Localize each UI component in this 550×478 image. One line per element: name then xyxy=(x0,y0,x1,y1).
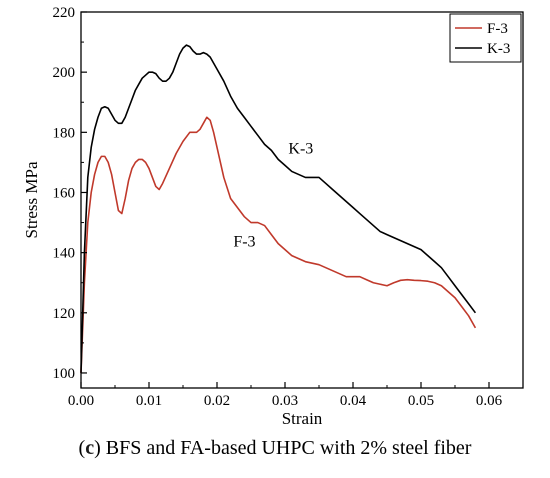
annotation-layer: K-3 F-3 xyxy=(233,140,313,250)
series-layer xyxy=(80,44,477,373)
y-tick-label: 140 xyxy=(53,246,76,262)
y-tick-label: 220 xyxy=(53,5,76,21)
x-tick-label: 0.01 xyxy=(136,393,162,409)
caption-letter: c xyxy=(85,437,95,459)
figure-caption: (c) BFS and FA-based UHPC with 2% steel … xyxy=(78,437,472,459)
series-line-k-3 xyxy=(80,44,477,373)
plot-area xyxy=(80,11,524,389)
legend-label-k-3: K-3 xyxy=(487,41,510,57)
legend-label-f-3: F-3 xyxy=(487,21,508,37)
x-tick-label: 0.06 xyxy=(476,393,503,409)
y-tick-label: 160 xyxy=(53,185,76,201)
axis-layer: 0.00 0.01 0.02 0.03 0.04 0.05 0.06 100 120 140 160… xyxy=(53,5,503,409)
x-tick-label: 0.00 xyxy=(68,393,94,409)
annotation-f-3: F-3 xyxy=(233,234,255,251)
x-tick-label: 0.05 xyxy=(408,393,434,409)
y-tick-label: 100 xyxy=(53,366,76,382)
series-line-f-3 xyxy=(80,116,477,373)
y-tick-label: 200 xyxy=(53,65,76,81)
legend: F-3K-3 xyxy=(449,13,522,63)
x-tick-label: 0.03 xyxy=(272,393,298,409)
legend-box xyxy=(449,13,522,63)
caption-text: BFS and FA-based UHPC with 2% steel fibe… xyxy=(105,437,472,459)
y-axis-title: Stress MPa xyxy=(22,161,41,238)
y-tick-label: 180 xyxy=(53,125,76,141)
x-tick-label: 0.02 xyxy=(204,393,230,409)
annotation-k-3: K-3 xyxy=(288,140,313,157)
stress-strain-chart: 0.00 0.01 0.02 0.03 0.04 0.05 0.06 100 120 140 160… xyxy=(22,5,524,428)
plot-frame xyxy=(80,11,524,389)
y-tick-label: 120 xyxy=(53,306,76,322)
x-tick-label: 0.04 xyxy=(340,393,367,409)
x-axis-title: Strain xyxy=(282,409,323,428)
